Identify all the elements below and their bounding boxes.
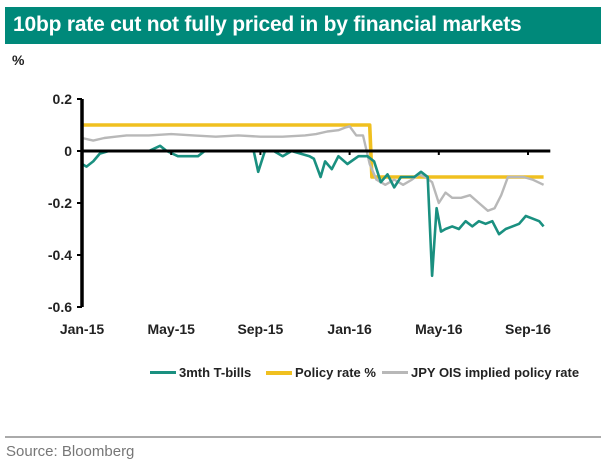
source-note: Source: Bloomberg — [6, 443, 135, 460]
y-tick-label: 0.2 — [53, 91, 73, 107]
x-tick-label: May-16 — [415, 321, 463, 337]
series-layer — [81, 123, 545, 278]
x-tick-label: Sep-16 — [505, 321, 551, 337]
legend: 3mth T-bills Policy rate % JPY OIS impli… — [0, 365, 606, 387]
legend-label-policy: Policy rate % — [295, 365, 376, 380]
y-tick-label: -0.6 — [48, 299, 72, 315]
x-tick-label: May-15 — [147, 321, 195, 337]
line-chart: 0.2 0 -0.2 -0.4 -0.6 Jan-15 May-15 Sep-15 Jan-16… — [48, 91, 551, 337]
y-tick-label: -0.2 — [48, 195, 72, 211]
legend-item-tbills: 3mth T-bills — [150, 365, 251, 380]
x-tick-label: Jan-16 — [327, 321, 372, 337]
legend-label-ois: JPY OIS implied policy rate — [411, 365, 580, 380]
y-tick-label: 0 — [64, 143, 72, 159]
legend-swatch-ois — [382, 371, 408, 374]
legend-label-tbills: 3mth T-bills — [179, 365, 252, 380]
y-axis-unit: % — [12, 52, 25, 68]
ois-line — [81, 125, 545, 213]
y-tick-label: -0.4 — [48, 247, 72, 263]
legend-swatch-tbills — [150, 371, 176, 374]
tbills-line — [81, 144, 545, 278]
legend-swatch-policy — [266, 370, 292, 375]
label-layer: 0.2 0 -0.2 -0.4 -0.6 Jan-15 May-15 Sep-15 Jan-16… — [48, 91, 551, 337]
x-tick-label: Sep-15 — [237, 321, 283, 337]
axis-layer — [77, 98, 551, 308]
legend-item-ois: JPY OIS implied policy rate — [382, 365, 579, 380]
title-bar: 10bp rate cut not fully priced in by fin… — [5, 7, 601, 44]
chart-title: 10bp rate cut not fully priced in by fin… — [13, 13, 522, 36]
x-tick-label: Jan-15 — [60, 321, 105, 337]
legend-item-policy: Policy rate % — [266, 365, 376, 380]
source-divider — [5, 436, 601, 438]
